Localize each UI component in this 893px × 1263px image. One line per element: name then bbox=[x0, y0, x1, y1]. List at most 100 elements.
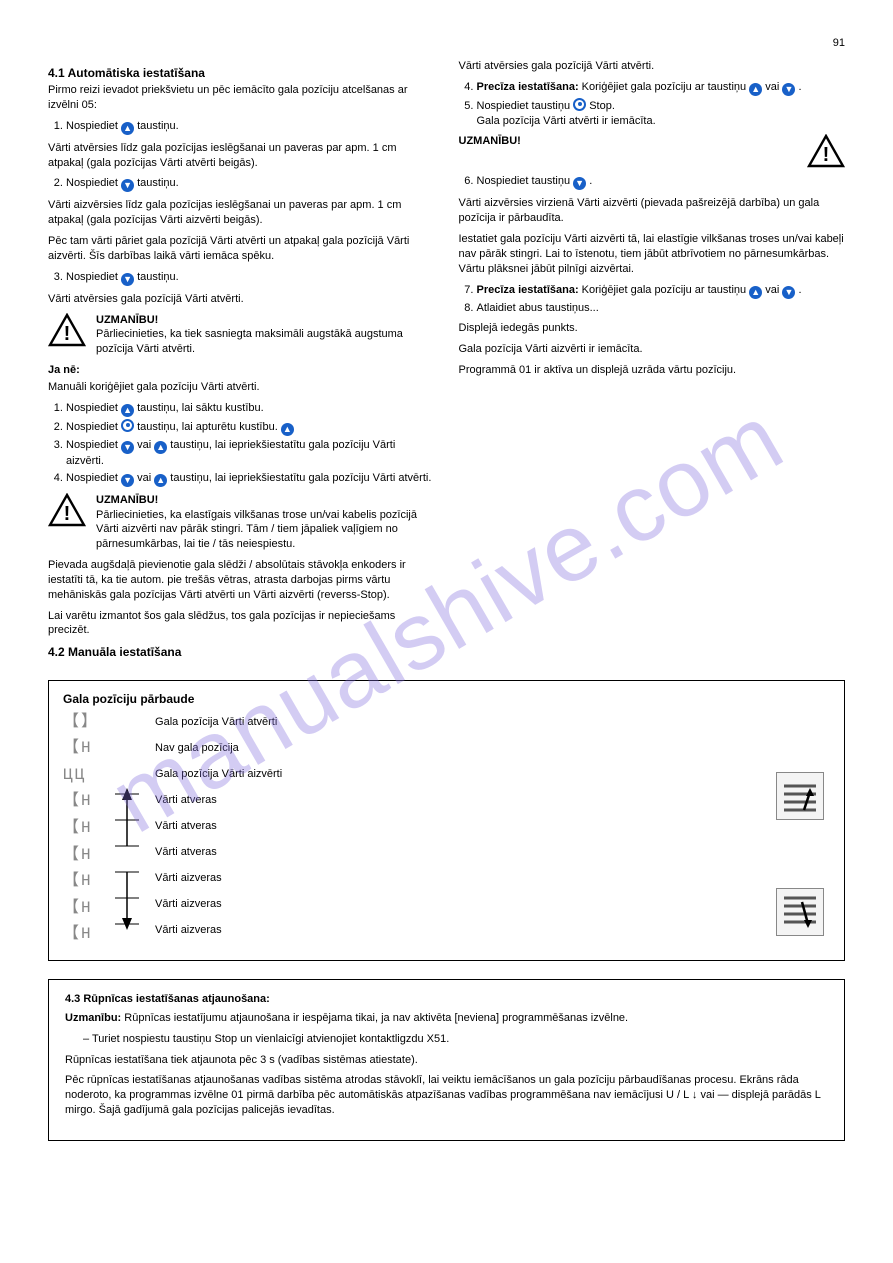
sub-heading: Ja nē: bbox=[48, 363, 435, 378]
attention-block: ! UZMANĪBU! bbox=[459, 134, 846, 168]
up-icon: ▲ bbox=[749, 83, 762, 96]
paragraph: Pirmo reizi ievadot priekšvietu un pēc i… bbox=[48, 83, 435, 113]
limit-labels-column: Gala pozīcija Vārti atvērti Nav gala poz… bbox=[155, 710, 760, 946]
attention-block: ! UZMANĪBU! Pārliecinieties, ka tiek sas… bbox=[48, 313, 435, 358]
paragraph: Pēc tam vārti pāriet gala pozīcijā Vārti… bbox=[48, 234, 435, 264]
seg-code: 【Н bbox=[63, 791, 99, 813]
down-icon: ▼ bbox=[121, 273, 134, 286]
gate-open-thumb bbox=[776, 772, 824, 820]
paragraph: Vārti aizvērsies virzienā Vārti aizvērti… bbox=[459, 196, 846, 226]
warning-icon: ! bbox=[48, 313, 86, 347]
paragraph: Programmā 01 ir aktīva un displejā uzrād… bbox=[459, 363, 846, 378]
step: Nospiediet ▼ vai ▲ taustiņu, lai iepriek… bbox=[66, 471, 435, 487]
seg-code: 【】 bbox=[63, 712, 99, 734]
limit-label: Nav gala pozīcija bbox=[155, 738, 760, 759]
section-4-2-heading: 4.2 Manuāla iestatīšana bbox=[48, 644, 435, 660]
paragraph: Manuāli koriģējiet gala pozīciju Vārti a… bbox=[48, 380, 435, 395]
manual-steps-list: Nospiediet ▲ taustiņu, lai sāktu kustību… bbox=[66, 401, 435, 487]
step: Nospiediet taustiņu Stop. Gala pozīcija … bbox=[477, 98, 846, 129]
seg-code: 【Н bbox=[63, 871, 99, 893]
limit-box-title: Gala pozīciju pārbaude bbox=[63, 691, 830, 707]
svg-text:!: ! bbox=[64, 323, 71, 345]
seg-code: 【Н bbox=[63, 818, 99, 840]
step: Precīza iestatīšana: Koriģējiet gala poz… bbox=[477, 80, 846, 96]
steps-list: Nospiediet ▼ taustiņu. bbox=[66, 270, 435, 286]
limit-position-check-box: Gala pozīciju pārbaude 【】 【Н ЦЦ 【Н 【Н 【Н… bbox=[48, 680, 845, 961]
paragraph: Iestatiet gala pozīciju Vārti aizvērti t… bbox=[459, 232, 846, 277]
limit-arrows-column bbox=[109, 710, 145, 946]
warning-icon: ! bbox=[807, 134, 845, 168]
up-icon: ▲ bbox=[121, 404, 134, 417]
left-column: 4.1 Automātiska iestatīšana Pirmo reizi … bbox=[48, 59, 435, 663]
step: Nospiediet ▼ taustiņu. bbox=[66, 176, 435, 192]
svg-text:!: ! bbox=[64, 503, 71, 525]
up-icon: ▲ bbox=[749, 286, 762, 299]
limit-label: Vārti atveras bbox=[155, 842, 760, 863]
factory-step: Turiet nospiestu taustiņu Stop un vienla… bbox=[83, 1032, 828, 1047]
steps-list: Nospiediet ▼ taustiņu. bbox=[66, 176, 435, 192]
two-column-layout: 4.1 Automātiska iestatīšana Pirmo reizi … bbox=[48, 59, 845, 663]
attention-block: ! UZMANĪBU! Pārliecinieties, ka elastīga… bbox=[48, 493, 435, 552]
warning-icon: ! bbox=[48, 493, 86, 527]
paragraph: Lai varētu izmantot šos gala slēdžus, to… bbox=[48, 609, 435, 639]
paragraph: Pēc rūpnīcas iestatīšanas atjaunošanas v… bbox=[65, 1073, 828, 1118]
step: Nospiediet ▼ vai ▲ taustiņu, lai iepriek… bbox=[66, 438, 435, 469]
paragraph: Vārti atvērsies līdz gala pozīcijas iesl… bbox=[48, 141, 435, 171]
factory-steps: Turiet nospiestu taustiņu Stop un vienla… bbox=[83, 1032, 828, 1047]
down-icon: ▼ bbox=[573, 177, 586, 190]
limit-label: Gala pozīcija Vārti atvērti bbox=[155, 712, 760, 733]
attention-heading: UZMANĪBU! bbox=[96, 313, 435, 328]
paragraph: Displejā iedegās punkts. bbox=[459, 321, 846, 336]
limit-table: 【】 【Н ЦЦ 【Н 【Н 【Н 【Н 【Н 【Н bbox=[63, 710, 830, 946]
down-icon: ▼ bbox=[782, 83, 795, 96]
factory-heading: 4.3 Rūpnīcas iestatīšanas atjaunošana: bbox=[65, 992, 828, 1007]
manual-page: manualshive.com 91 4.1 Automātiska iesta… bbox=[0, 0, 893, 1263]
up-icon: ▲ bbox=[281, 423, 294, 436]
factory-reset-box: 4.3 Rūpnīcas iestatīšanas atjaunošana: U… bbox=[48, 979, 845, 1141]
gate-close-thumb bbox=[776, 888, 824, 936]
steps-list-right-2: Nospiediet taustiņu ▼ . bbox=[477, 174, 846, 190]
step: Nospiediet ▲ taustiņu, lai sāktu kustību… bbox=[66, 401, 435, 417]
up-icon: ▲ bbox=[154, 441, 167, 454]
limit-codes-column: 【】 【Н ЦЦ 【Н 【Н 【Н 【Н 【Н 【Н bbox=[63, 710, 99, 946]
paragraph: Pievada augšdaļā pievienotie gala slēdži… bbox=[48, 558, 435, 603]
seg-code: 【Н bbox=[63, 898, 99, 920]
paragraph: Vārti atvērsies gala pozīcijā Vārti atvē… bbox=[459, 59, 846, 74]
page-number: 91 bbox=[48, 36, 845, 51]
seg-code: 【Н bbox=[63, 738, 99, 760]
attention-heading: UZMANĪBU! bbox=[459, 134, 798, 149]
paragraph: Gala pozīcija Vārti aizvērti ir iemācīta… bbox=[459, 342, 846, 357]
steps-list: Nospiediet ▲ taustiņu. bbox=[66, 119, 435, 135]
paragraph: Rūpnīcas iestatīšana tiek atjaunota pēc … bbox=[65, 1053, 828, 1068]
paragraph: Vārti aizvērsies līdz gala pozīcijas ies… bbox=[48, 198, 435, 228]
seg-code: 【Н bbox=[63, 845, 99, 867]
limit-label: Vārti aizveras bbox=[155, 868, 760, 889]
step: Nospiediet ▲ taustiņu. bbox=[66, 119, 435, 135]
attention-body: Pārliecinieties, ka elastīgais vilkšanas… bbox=[96, 508, 435, 553]
down-icon: ▼ bbox=[121, 179, 134, 192]
stop-icon bbox=[121, 419, 134, 432]
steps-list-right-3: Precīza iestatīšana: Koriģējiet gala poz… bbox=[477, 283, 846, 316]
seg-code: 【Н bbox=[63, 924, 99, 946]
paragraph: Vārti atvērsies gala pozīcijā Vārti atvē… bbox=[48, 292, 435, 307]
svg-text:!: ! bbox=[823, 144, 830, 166]
seg-code: ЦЦ bbox=[63, 765, 99, 787]
up-icon: ▲ bbox=[154, 474, 167, 487]
right-column: Vārti atvērsies gala pozīcijā Vārti atvē… bbox=[459, 59, 846, 663]
down-icon: ▼ bbox=[121, 474, 134, 487]
attention-body: Pārliecinieties, ka tiek sasniegta maksi… bbox=[96, 327, 435, 357]
factory-attention: Uzmanību: Rūpnīcas iestatījumu atjaunoša… bbox=[65, 1011, 828, 1026]
step: Nospiediet taustiņu ▼ . bbox=[477, 174, 846, 190]
step: Nospiediet ▼ taustiņu. bbox=[66, 270, 435, 286]
limit-thumbs-column bbox=[770, 710, 830, 946]
section-4-1-heading: 4.1 Automātiska iestatīšana bbox=[48, 65, 435, 81]
step: Nospiediet taustiņu, lai apturētu kustīb… bbox=[66, 419, 435, 436]
down-icon: ▼ bbox=[121, 441, 134, 454]
steps-list-right: Precīza iestatīšana: Koriģējiet gala poz… bbox=[477, 80, 846, 129]
step: Atlaidiet abus taustiņus... bbox=[477, 301, 846, 316]
stop-icon bbox=[573, 98, 586, 111]
limit-label: Vārti aizveras bbox=[155, 920, 760, 941]
attention-heading: UZMANĪBU! bbox=[96, 493, 435, 508]
down-icon: ▼ bbox=[782, 286, 795, 299]
limit-label: Vārti atveras bbox=[155, 790, 760, 811]
